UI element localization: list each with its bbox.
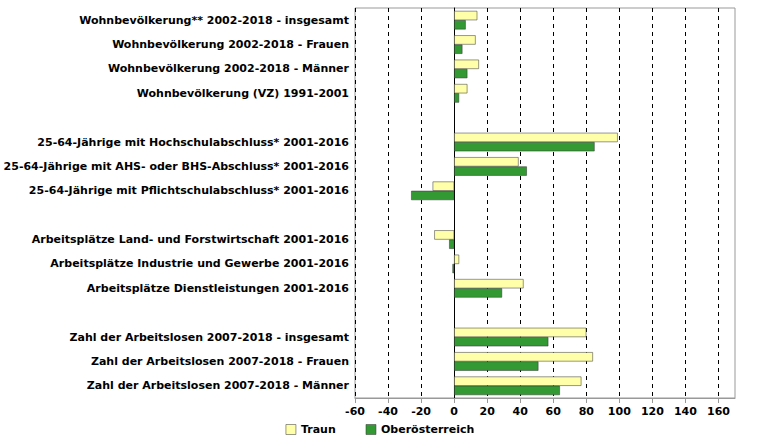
svg-text:25-64-Jährige mit Pflichtschul: 25-64-Jährige mit Pflichtschulabschluss*…: [29, 184, 349, 197]
svg-text:20: 20: [480, 405, 496, 418]
svg-text:Traun: Traun: [301, 423, 336, 436]
svg-text:Oberösterreich: Oberösterreich: [381, 423, 474, 436]
svg-text:-40: -40: [378, 405, 398, 418]
svg-text:100: 100: [608, 405, 631, 418]
svg-text:120: 120: [641, 405, 664, 418]
svg-text:Wohnbevölkerung 2002-2018 - Fr: Wohnbevölkerung 2002-2018 - Frauen: [112, 38, 349, 51]
svg-text:60: 60: [546, 405, 562, 418]
svg-text:Zahl der Arbeitslosen 2007-201: Zahl der Arbeitslosen 2007-2018 - Männer: [87, 379, 350, 392]
svg-text:140: 140: [674, 405, 697, 418]
svg-text:Wohnbevölkerung** 2002-2018 -: Wohnbevölkerung** 2002-2018 - insgesamt: [79, 14, 349, 27]
svg-text:0: 0: [450, 405, 458, 418]
svg-text:Zahl der Arbeitslosen 2007-201: Zahl der Arbeitslosen 2007-2018 - Frauen: [91, 355, 349, 368]
svg-text:Arbeitsplätze Industrie und Ge: Arbeitsplätze Industrie und Gewerbe 2001…: [50, 257, 349, 270]
svg-text:40: 40: [513, 405, 529, 418]
svg-text:25-64-Jährige mit Hochschulabs: 25-64-Jährige mit Hochschulabschluss* 20…: [37, 136, 349, 149]
svg-text:25-64-Jährige mit AHS- oder BH: 25-64-Jährige mit AHS- oder BHS-Abschlus…: [4, 160, 350, 173]
svg-text:-60: -60: [345, 405, 365, 418]
svg-text:80: 80: [579, 405, 595, 418]
svg-text:Wohnbevölkerung 2002-2018 - Mä: Wohnbevölkerung 2002-2018 - Männer: [108, 62, 350, 75]
svg-text:Arbeitsplätze Land- und Forstw: Arbeitsplätze Land- und Forstwirtschaft …: [32, 233, 350, 246]
svg-text:Zahl der Arbeitslosen 2007-201: Zahl der Arbeitslosen 2007-2018 - insges…: [70, 331, 349, 344]
svg-text:Arbeitsplätze Dienstleistungen: Arbeitsplätze Dienstleistungen 2001-2016: [87, 282, 349, 295]
svg-text:160: 160: [707, 405, 730, 418]
svg-text:Wohnbevölkerung (VZ) 1991-2001: Wohnbevölkerung (VZ) 1991-2001: [137, 87, 349, 100]
svg-text:-20: -20: [411, 405, 431, 418]
